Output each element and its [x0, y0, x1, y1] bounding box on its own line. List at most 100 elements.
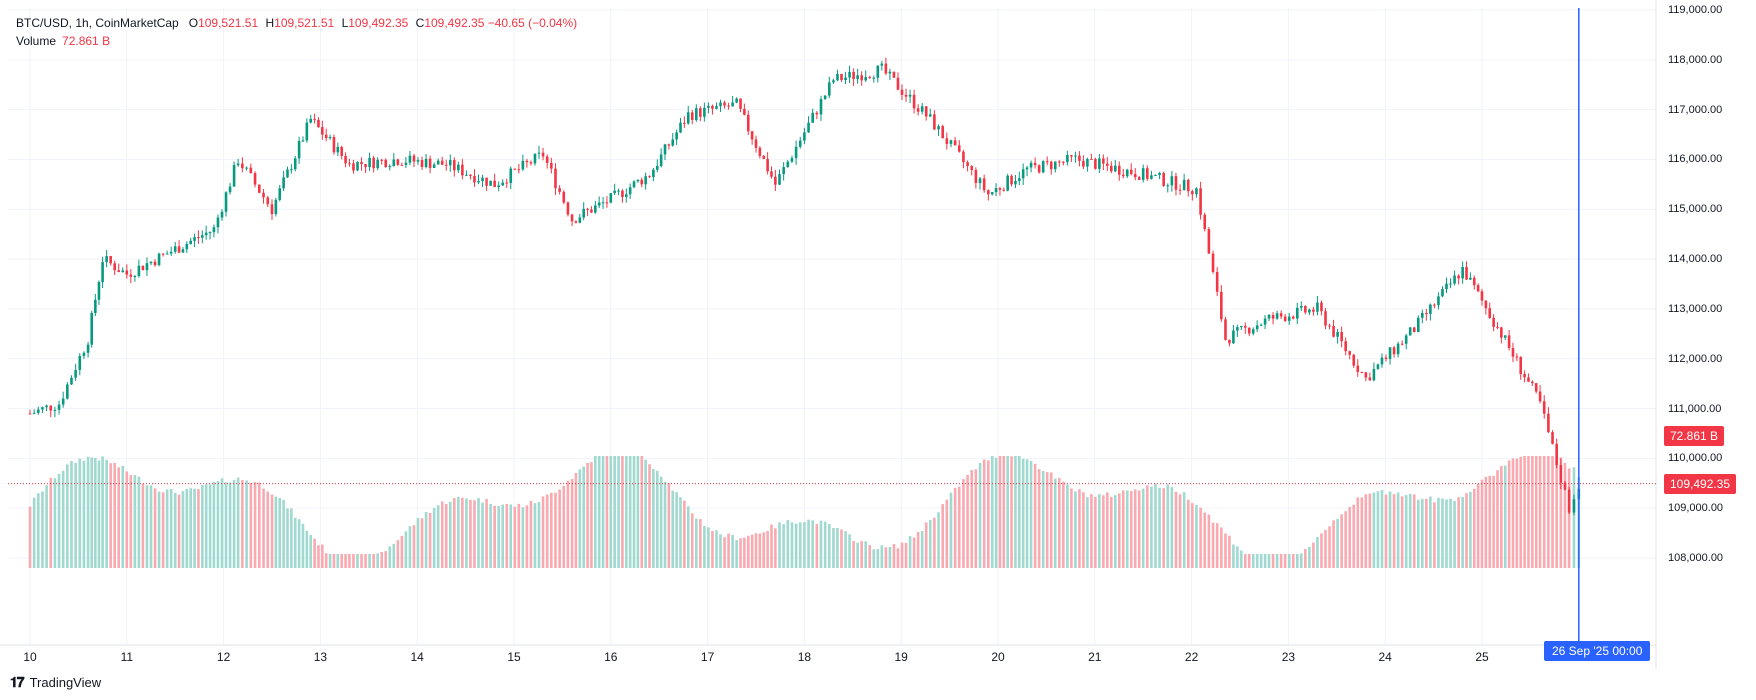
volume-bar	[1203, 512, 1207, 568]
candle-body	[49, 405, 53, 411]
candle-body	[663, 144, 667, 155]
volume-bar	[663, 481, 667, 568]
volume-bar	[1025, 459, 1029, 568]
candle-body	[990, 192, 994, 195]
candle-body	[590, 209, 593, 213]
volume-bar	[655, 470, 659, 568]
volume-bar	[509, 504, 513, 568]
candle-body	[1199, 188, 1202, 215]
candle-body	[297, 141, 301, 159]
volume-bar	[1049, 472, 1053, 568]
volume-bar	[1017, 456, 1021, 568]
candle-body	[1066, 155, 1069, 163]
tradingview-logo[interactable]: 𝟏𝟕 TradingView	[10, 674, 101, 691]
candle-body	[368, 157, 371, 168]
volume-bar	[274, 496, 278, 568]
candle-body	[1457, 275, 1460, 279]
candle-body	[1125, 169, 1129, 177]
volume-bar	[169, 488, 173, 568]
candle-body	[497, 185, 500, 188]
candle-body	[690, 112, 694, 120]
volume-bar	[648, 464, 651, 568]
volume-bar	[762, 532, 766, 568]
candle-body	[1503, 335, 1507, 338]
volume-bar	[32, 497, 36, 568]
volume-bar	[982, 459, 986, 568]
candle-body	[109, 256, 112, 264]
candle-body	[1170, 176, 1174, 186]
candle-body	[601, 202, 605, 204]
time-axis[interactable]: 10 11 12 13 14 15 16 17 18 19 20 21 22 23 24 25	[0, 645, 1656, 669]
candle-body	[836, 73, 839, 81]
volume-bar	[949, 492, 953, 568]
candle-body	[1082, 160, 1085, 167]
candle-body	[149, 261, 153, 264]
candle-body	[1283, 316, 1287, 321]
candle-body	[1408, 327, 1412, 336]
candle-body	[340, 146, 343, 156]
candle-body	[916, 108, 920, 112]
candle-body	[982, 178, 986, 191]
candle-body	[1247, 327, 1251, 334]
volume-bar	[1542, 456, 1546, 568]
volume-bar	[1066, 484, 1069, 568]
volume-bar	[181, 491, 185, 568]
candle-body	[1195, 188, 1198, 195]
volume-bar	[933, 517, 936, 568]
candle-body	[750, 131, 754, 140]
volume-bar	[208, 484, 212, 568]
time-tick-label: 24	[1378, 650, 1392, 664]
candle-body	[1453, 275, 1456, 284]
candle-body	[1392, 347, 1396, 355]
volume-bar	[1441, 498, 1444, 568]
candle-body	[1559, 465, 1563, 483]
candle-body	[1255, 325, 1259, 330]
time-tick-label: 21	[1088, 650, 1102, 664]
candle-body	[1316, 302, 1319, 312]
volume-bar	[125, 471, 129, 568]
time-tick-label: 25	[1475, 650, 1489, 664]
volume-label[interactable]: Volume	[16, 34, 57, 48]
candle-body	[609, 193, 613, 203]
volume-bar	[66, 464, 69, 568]
symbol-label[interactable]: BTC/USD, 1h, CoinMarketCap	[16, 16, 179, 30]
volume-bar	[953, 487, 957, 568]
candle-body	[364, 164, 367, 168]
volume-bar	[1117, 493, 1121, 568]
candle-body	[1348, 351, 1352, 355]
volume-bar	[970, 470, 974, 568]
candle-body	[1376, 364, 1380, 369]
price-axis[interactable]: 119,000.00 118,000.00 117,000.00 116,000.00…	[1656, 0, 1756, 645]
candle-body	[372, 157, 375, 169]
volume-bar	[1166, 484, 1170, 568]
candle-body	[1360, 371, 1364, 373]
volume-bar	[987, 460, 990, 568]
volume-bar	[372, 554, 375, 568]
candle-body	[82, 352, 86, 356]
candle-body	[864, 77, 868, 81]
candle-body	[380, 159, 384, 161]
volume-bar	[309, 535, 313, 568]
tradingview-label: TradingView	[29, 675, 102, 690]
volume-bar	[1320, 533, 1323, 568]
candle-body	[860, 75, 863, 81]
candle-body	[1203, 214, 1207, 230]
candlesticks	[28, 57, 1581, 516]
candle-body	[1492, 317, 1495, 327]
candle-body	[1484, 300, 1488, 309]
candle-body	[1472, 277, 1476, 286]
volume-bar	[1158, 487, 1161, 568]
volume-bar	[1145, 485, 1149, 568]
candle-body	[586, 208, 589, 210]
candle-body	[770, 171, 773, 177]
candle-body	[798, 140, 802, 147]
volume-bar	[1388, 491, 1392, 568]
volume-bar	[141, 483, 145, 568]
candle-body	[416, 160, 420, 162]
high-value: 109,521.51	[274, 16, 335, 30]
volume-bar	[1247, 554, 1251, 568]
candle-body	[1429, 304, 1432, 314]
candle-body	[129, 274, 133, 277]
